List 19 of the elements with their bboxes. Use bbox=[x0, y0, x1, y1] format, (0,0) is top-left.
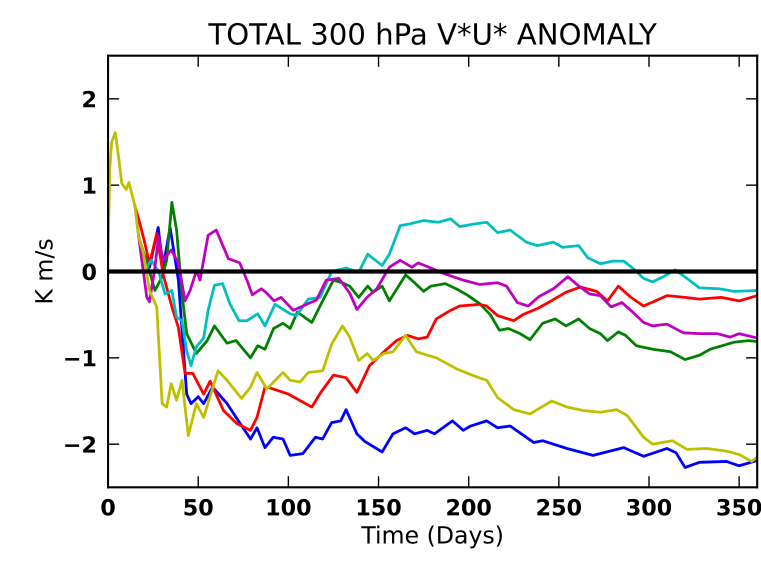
x-tick-label: 100 bbox=[268, 498, 311, 516]
y-tick-label: 2 bbox=[83, 90, 96, 108]
y-tick-label: −2 bbox=[65, 436, 96, 453]
line-series bbox=[134, 205, 758, 432]
y-axis-title: K m/s bbox=[35, 240, 55, 302]
x-axis-title: Time (Days) bbox=[361, 526, 502, 548]
x-tick-label: 250 bbox=[537, 498, 581, 516]
x-tick-label: 150 bbox=[358, 498, 401, 516]
x-tick-label: 300 bbox=[627, 498, 672, 516]
y-tick-label: −1 bbox=[65, 350, 96, 366]
line-series bbox=[134, 205, 758, 340]
y-tick-label: 1 bbox=[84, 177, 96, 194]
x-tick-label: 200 bbox=[447, 498, 491, 516]
x-tick-label: 50 bbox=[184, 498, 213, 516]
x-tick-label: 350 bbox=[717, 498, 761, 516]
y-tick-label: 0 bbox=[82, 263, 96, 280]
line-series bbox=[108, 131, 758, 463]
x-tick-label: 0 bbox=[101, 498, 115, 516]
chart-title: TOTAL 300 hPa V*U* ANOMALY bbox=[208, 22, 657, 45]
